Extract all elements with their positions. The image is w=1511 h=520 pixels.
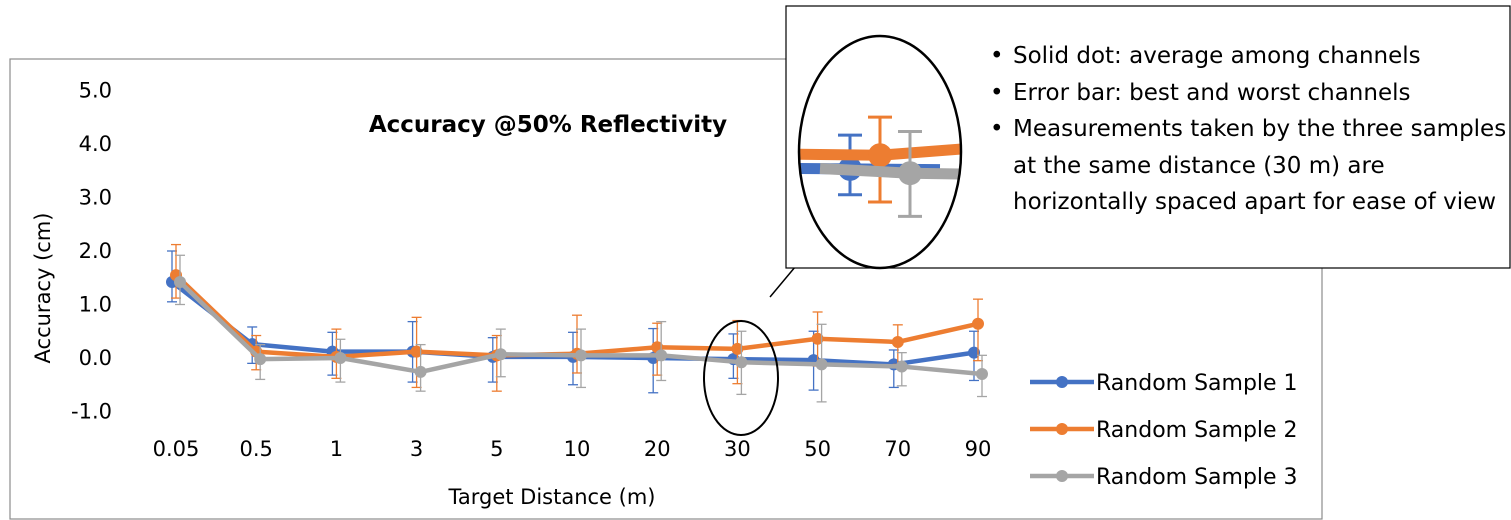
legend-label: Random Sample 3 (1096, 465, 1298, 490)
y-tick-labels: 5.0 4.0 3.0 2.0 1.0 0.0 -1.0 (71, 79, 112, 424)
zoom-inset-ellipse (797, 34, 963, 270)
data-point (254, 353, 267, 366)
legend-item: Random Sample 2 (1030, 418, 1298, 443)
chart-title: Accuracy @50% Reflectivity (369, 112, 727, 138)
data-point (414, 365, 427, 378)
data-point (895, 360, 908, 373)
x-tick-label: 50 (804, 437, 831, 461)
data-point (410, 345, 423, 358)
legend-marker (1056, 423, 1068, 435)
y-tick-label: 3.0 (79, 186, 112, 210)
x-tick-label: 10 (564, 437, 591, 461)
series-3 (174, 254, 988, 403)
data-point (655, 349, 668, 362)
callout-note: • Error bar: best and worst channels (990, 75, 1508, 112)
x-tick-label: 5 (490, 437, 503, 461)
x-tick-label: 20 (644, 437, 671, 461)
bullet-dot: • (990, 43, 1004, 69)
y-tick-label: 5.0 (79, 79, 112, 103)
inset-series-3 (819, 130, 960, 218)
x-tick-label: 90 (965, 437, 992, 461)
zoom-inset-content (800, 115, 960, 218)
x-tick-label: 0.05 (153, 437, 200, 461)
y-tick-label: 1.0 (79, 293, 112, 317)
x-tick-label: 70 (884, 437, 911, 461)
data-point (891, 335, 904, 348)
y-tick-label: 0.0 (79, 346, 112, 370)
error-bar (973, 298, 983, 362)
note-text: Error bar: best and worst channels (1013, 79, 1411, 106)
legend-marker (1056, 376, 1068, 388)
data-point (731, 342, 744, 355)
inset-series-2 (800, 115, 960, 204)
series-layer (166, 243, 988, 403)
y-axis-label: Accuracy (cm) (31, 213, 55, 364)
data-point (815, 358, 828, 371)
legend-item: Random Sample 3 (1030, 465, 1298, 490)
legend: Random Sample 1 Random Sample 2 Random Sam… (1030, 371, 1298, 490)
note-text-continued: horizontally spaced apart for ease of vi… (1013, 189, 1497, 215)
y-tick-label: 2.0 (79, 239, 112, 263)
data-point (735, 356, 748, 369)
data-point (334, 352, 347, 364)
legend-label: Random Sample 2 (1096, 418, 1298, 443)
error-bar (572, 314, 582, 374)
inset-data-point (868, 143, 892, 168)
inset-data-point (898, 161, 922, 186)
data-point (811, 332, 824, 345)
y-tick-label: -1.0 (71, 400, 112, 424)
x-tick-label: 3 (410, 437, 423, 461)
legend-label: Random Sample 1 (1096, 371, 1298, 396)
note-text: Solid dot: average among channels (1013, 43, 1421, 69)
legend-marker (1056, 470, 1068, 482)
callout-note: • Solid dot: average among channels (990, 38, 1508, 75)
data-point (972, 317, 984, 330)
note-text-continued: at the same distance (30 m) are (1013, 152, 1385, 179)
x-axis-label: Target Distance (m) (448, 485, 656, 509)
callout-box (785, 5, 1511, 270)
bullet-dot: • (990, 116, 1004, 142)
x-tick-label: 0.5 (239, 437, 272, 461)
error-bar (491, 334, 502, 392)
data-point (575, 349, 587, 362)
zoom-inset (800, 115, 960, 218)
data-point (976, 368, 988, 381)
data-point (174, 276, 186, 289)
bullet-dot: • (990, 79, 1004, 106)
callout-notes: • Solid dot: average among channels • Er… (990, 38, 1508, 221)
callout-note: • Measurements taken by the three sample… (990, 111, 1508, 148)
x-tick-labels: 0.05 0.5 1 3 5 10 20 30 50 70 90 (153, 437, 992, 461)
x-tick-label: 30 (724, 437, 751, 461)
data-point (494, 348, 507, 361)
note-text: Measurements taken by the three samples (1013, 116, 1507, 142)
y-tick-label: 4.0 (79, 132, 112, 156)
x-tick-label: 1 (330, 437, 343, 461)
legend-item: Random Sample 1 (1030, 371, 1298, 396)
zoom-source-ellipse (703, 320, 779, 436)
